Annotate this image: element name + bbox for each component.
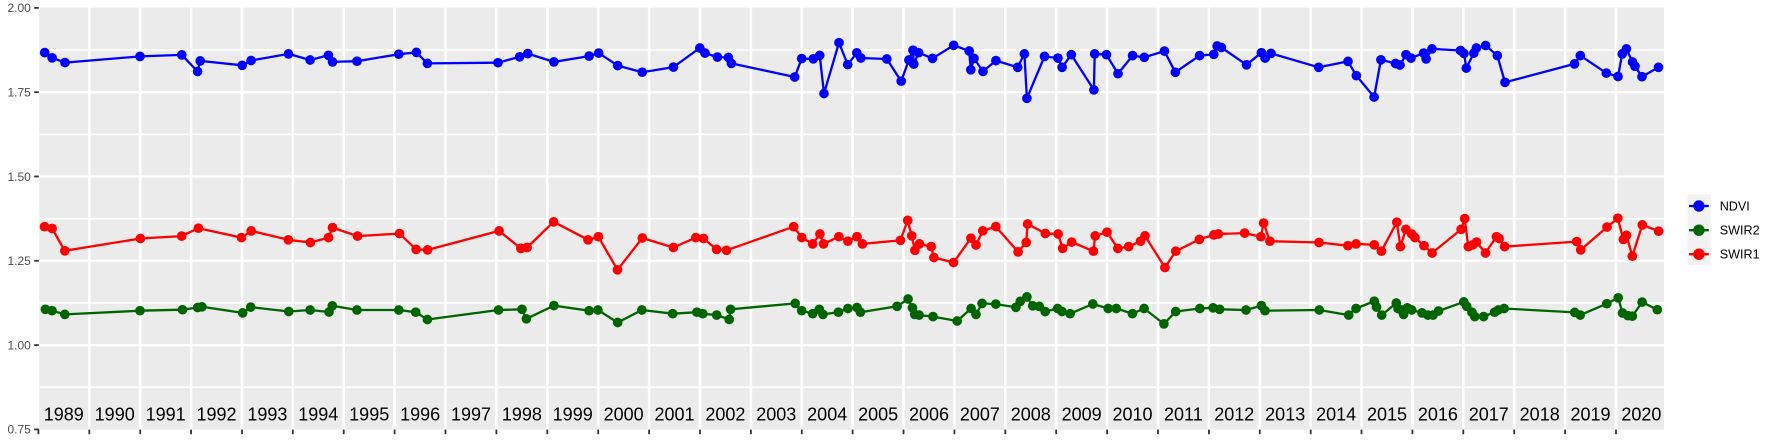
svg-text:2019: 2019 [1570, 405, 1610, 425]
svg-text:0.75: 0.75 [7, 423, 31, 437]
svg-text:1996: 1996 [400, 405, 440, 425]
svg-text:2003: 2003 [756, 405, 796, 425]
svg-text:1991: 1991 [146, 405, 186, 425]
svg-text:2013: 2013 [1265, 405, 1305, 425]
svg-text:2012: 2012 [1214, 405, 1254, 425]
svg-text:2016: 2016 [1418, 405, 1458, 425]
svg-text:2001: 2001 [654, 405, 694, 425]
svg-text:1.00: 1.00 [7, 338, 31, 352]
svg-text:2020: 2020 [1621, 405, 1661, 425]
svg-text:1992: 1992 [196, 405, 236, 425]
svg-text:2007: 2007 [960, 405, 1000, 425]
svg-text:2004: 2004 [807, 405, 847, 425]
svg-text:SWIR2: SWIR2 [1720, 224, 1760, 238]
svg-text:2017: 2017 [1469, 405, 1509, 425]
svg-text:1995: 1995 [349, 405, 389, 425]
svg-text:1999: 1999 [553, 405, 593, 425]
svg-text:2009: 2009 [1062, 405, 1102, 425]
svg-text:1.50: 1.50 [7, 170, 31, 184]
svg-text:1994: 1994 [298, 405, 338, 425]
svg-text:1.25: 1.25 [7, 254, 31, 268]
svg-text:1.75: 1.75 [7, 86, 31, 100]
svg-text:2008: 2008 [1011, 405, 1051, 425]
svg-text:1990: 1990 [95, 405, 135, 425]
svg-text:2015: 2015 [1367, 405, 1407, 425]
svg-text:2014: 2014 [1316, 405, 1356, 425]
svg-text:1998: 1998 [502, 405, 542, 425]
svg-text:2005: 2005 [858, 405, 898, 425]
svg-text:2000: 2000 [604, 405, 644, 425]
svg-text:2.00: 2.00 [7, 1, 31, 15]
svg-text:2018: 2018 [1520, 405, 1560, 425]
svg-text:2006: 2006 [909, 405, 949, 425]
svg-text:2010: 2010 [1112, 405, 1152, 425]
svg-text:1997: 1997 [451, 405, 491, 425]
svg-text:NDVI: NDVI [1720, 199, 1750, 213]
svg-text:1993: 1993 [247, 405, 287, 425]
svg-text:1989: 1989 [44, 405, 84, 425]
svg-text:2002: 2002 [705, 405, 745, 425]
svg-text:SWIR1: SWIR1 [1720, 248, 1760, 262]
svg-text:2011: 2011 [1164, 405, 1203, 425]
